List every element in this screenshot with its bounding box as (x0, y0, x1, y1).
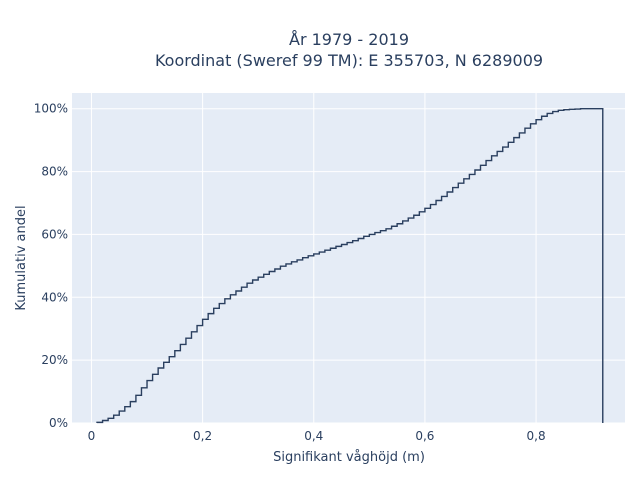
y-axis-ticks: 0% 20% 40% 60% 80% 100% (34, 102, 68, 430)
chart-title-line2: Koordinat (Sweref 99 TM): E 355703, N 62… (155, 51, 543, 70)
y-tick-label: 0% (49, 416, 68, 430)
chart-title-line1: År 1979 - 2019 (289, 30, 409, 49)
x-tick-label: 0,4 (304, 429, 323, 443)
y-tick-label: 20% (41, 353, 68, 367)
y-tick-label: 100% (34, 102, 68, 116)
y-axis-label: Kumulativ andel (14, 205, 29, 310)
ecdf-step-line (96, 108, 604, 424)
x-tick-label: 0,2 (193, 429, 212, 443)
x-axis-label: Signifikant våghöjd (m) (273, 450, 425, 465)
y-tick-label: 80% (41, 165, 68, 179)
plot-background (72, 93, 625, 423)
y-tick-label: 40% (41, 290, 68, 304)
x-tick-label: 0,6 (415, 429, 434, 443)
grid-lines (72, 93, 625, 424)
x-axis-ticks: 0 0,2 0,4 0,6 0,8 (88, 429, 546, 443)
x-tick-label: 0 (88, 429, 96, 443)
y-tick-label: 60% (41, 227, 68, 241)
x-tick-label: 0,8 (527, 429, 546, 443)
